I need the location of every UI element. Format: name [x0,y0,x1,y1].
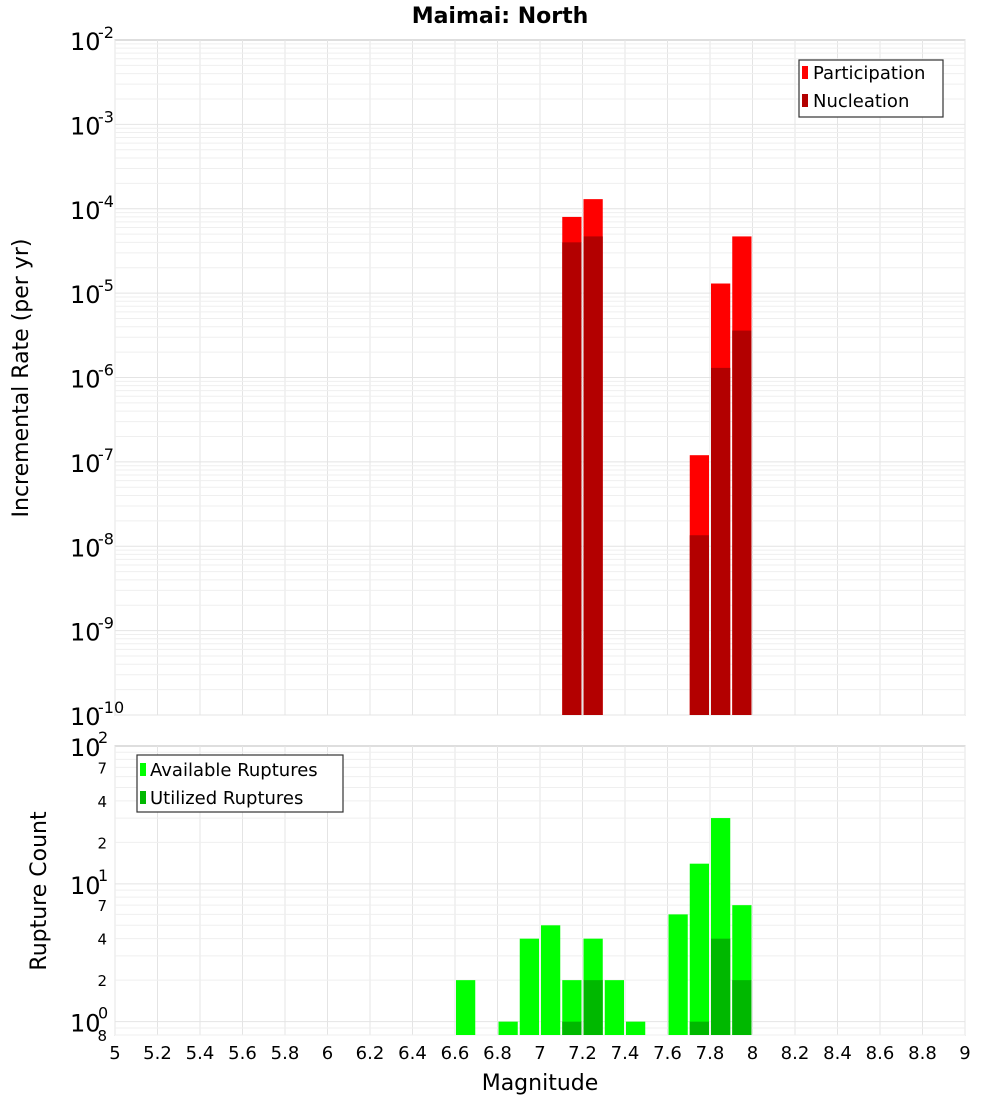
bar-utilized-ruptures [711,938,731,1035]
bottom-minor-tick-label: 2 [97,972,107,990]
top-grid [114,40,966,716]
top-y-tick-exponent: -7 [98,445,114,464]
top-y-tick-exponent: -6 [98,361,114,380]
x-tick-label: 8 [747,1043,758,1064]
x-tick-label: 6.4 [398,1043,427,1064]
x-tick-label: 8.2 [781,1043,810,1064]
bottom-minor-tick-label: 8 [97,1027,107,1045]
x-tick-labels: 5 5.2 5.4 5.6 5.8 6 6.2 6.4 6.6 6.8 7 7.2 7.4 7.6 7.8 8… [109,1043,970,1064]
x-tick-label: 7.4 [611,1043,640,1064]
legend-label-participation: Participation [813,63,925,84]
bar-nucleation [732,330,752,715]
x-tick-label: 6 [322,1043,333,1064]
bottom-y-tick-exponent: 0 [98,1004,108,1023]
bottom-grid [114,746,966,1036]
bar-available-ruptures [562,980,582,1035]
legend-label-nucleation: Nucleation [813,91,909,112]
legend-swatch-participation [802,66,808,79]
x-tick-label: 8.4 [823,1043,852,1064]
bar-utilized-ruptures [562,1021,582,1035]
bar-utilized-ruptures [583,980,603,1035]
x-tick-label: 5 [109,1043,120,1064]
top-y-tick-label: 10 [70,534,101,562]
x-tick-label: 5.8 [271,1043,300,1064]
bottom-y-tick-exponent: 1 [98,866,108,885]
top-legend: Participation Nucleation [798,59,944,118]
bar-available-ruptures [498,1021,518,1035]
top-panel-rate: 10-210-310-410-510-610-710-810-910-10 In… [9,23,966,731]
bar-utilized-ruptures [689,1021,709,1035]
top-legend-box [798,59,944,118]
top-y-tick-label: 10 [70,112,101,140]
bar-available-ruptures [668,914,688,1035]
bottom-minor-tick-label: 7 [97,759,107,777]
bar-available-ruptures [604,980,624,1035]
top-y-tick-exponent: -10 [98,698,124,717]
bottom-y-axis-label: Rupture Count [27,811,52,971]
bar-available-ruptures [456,980,476,1035]
x-tick-label: 7.2 [568,1043,597,1064]
legend-swatch-available [140,763,146,776]
bar-utilized-ruptures [732,980,752,1035]
bar-available-ruptures [541,925,561,1035]
bottom-y-tick-label: 10 [70,872,101,900]
bottom-legend-box [136,754,344,813]
top-y-tick-exponent: -2 [98,23,114,42]
bar-nucleation [583,236,603,715]
x-tick-label: 7.6 [653,1043,682,1064]
x-tick-label: 5.2 [143,1043,172,1064]
bar-available-ruptures [689,863,709,1035]
top-y-tick-exponent: -8 [98,529,114,548]
top-y-tick-label: 10 [70,703,101,731]
top-y-tick-label: 10 [70,619,101,647]
x-tick-label: 7 [534,1043,545,1064]
top-y-tick-label: 10 [70,281,101,309]
top-y-tick-exponent: -9 [98,614,114,633]
bottom-y-tick-label: 10 [70,1010,101,1038]
x-axis-label: Magnitude [482,1071,599,1096]
top-y-ticks: 10-210-310-410-510-610-710-810-910-10 [70,23,124,731]
bottom-minor-tick-label: 2 [97,834,107,852]
bottom-bars [456,818,752,1035]
x-tick-label: 5.6 [228,1043,257,1064]
bottom-y-tick-label: 10 [70,734,101,762]
bottom-minor-tick-label: 4 [97,931,107,949]
top-y-tick-label: 10 [70,28,101,56]
top-y-tick-exponent: -3 [98,107,114,126]
bottom-minor-tick-label: 4 [97,793,107,811]
bottom-y-tick-exponent: 2 [98,728,108,747]
chart-title: Maimai: North [412,4,589,29]
bottom-minor-tick-labels: 7 4 2 7 4 2 8 [97,759,107,1045]
bar-available-ruptures [519,938,539,1035]
top-y-tick-label: 10 [70,450,101,478]
bar-nucleation [689,535,709,715]
bar-available-ruptures [626,1021,646,1035]
bar-nucleation [562,242,582,716]
top-y-tick-label: 10 [70,366,101,394]
top-y-tick-label: 10 [70,197,101,225]
legend-swatch-nucleation [802,94,808,107]
top-bars [562,199,752,716]
bottom-legend: Available Ruptures Utilized Ruptures [136,754,344,813]
x-tick-label: 7.8 [696,1043,725,1064]
legend-swatch-utilized [140,791,146,804]
bar-nucleation [711,367,731,715]
x-tick-label: 6.6 [441,1043,470,1064]
x-tick-label: 8.6 [866,1043,895,1064]
legend-label-available: Available Ruptures [150,760,318,781]
top-y-tick-exponent: -4 [98,192,114,211]
x-tick-label: 8.8 [908,1043,937,1064]
legend-label-utilized: Utilized Ruptures [150,788,303,809]
x-tick-label: 6.8 [483,1043,512,1064]
top-y-axis-label: Incremental Rate (per yr) [9,239,34,518]
bottom-minor-tick-label: 7 [97,897,107,915]
x-tick-label: 9 [959,1043,970,1064]
x-tick-label: 5.4 [186,1043,215,1064]
x-tick-label: 6.2 [356,1043,385,1064]
top-y-tick-exponent: -5 [98,276,114,295]
